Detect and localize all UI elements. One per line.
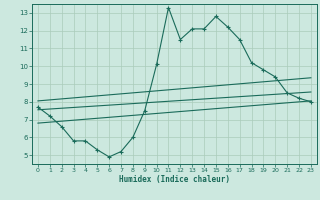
X-axis label: Humidex (Indice chaleur): Humidex (Indice chaleur) [119,175,230,184]
